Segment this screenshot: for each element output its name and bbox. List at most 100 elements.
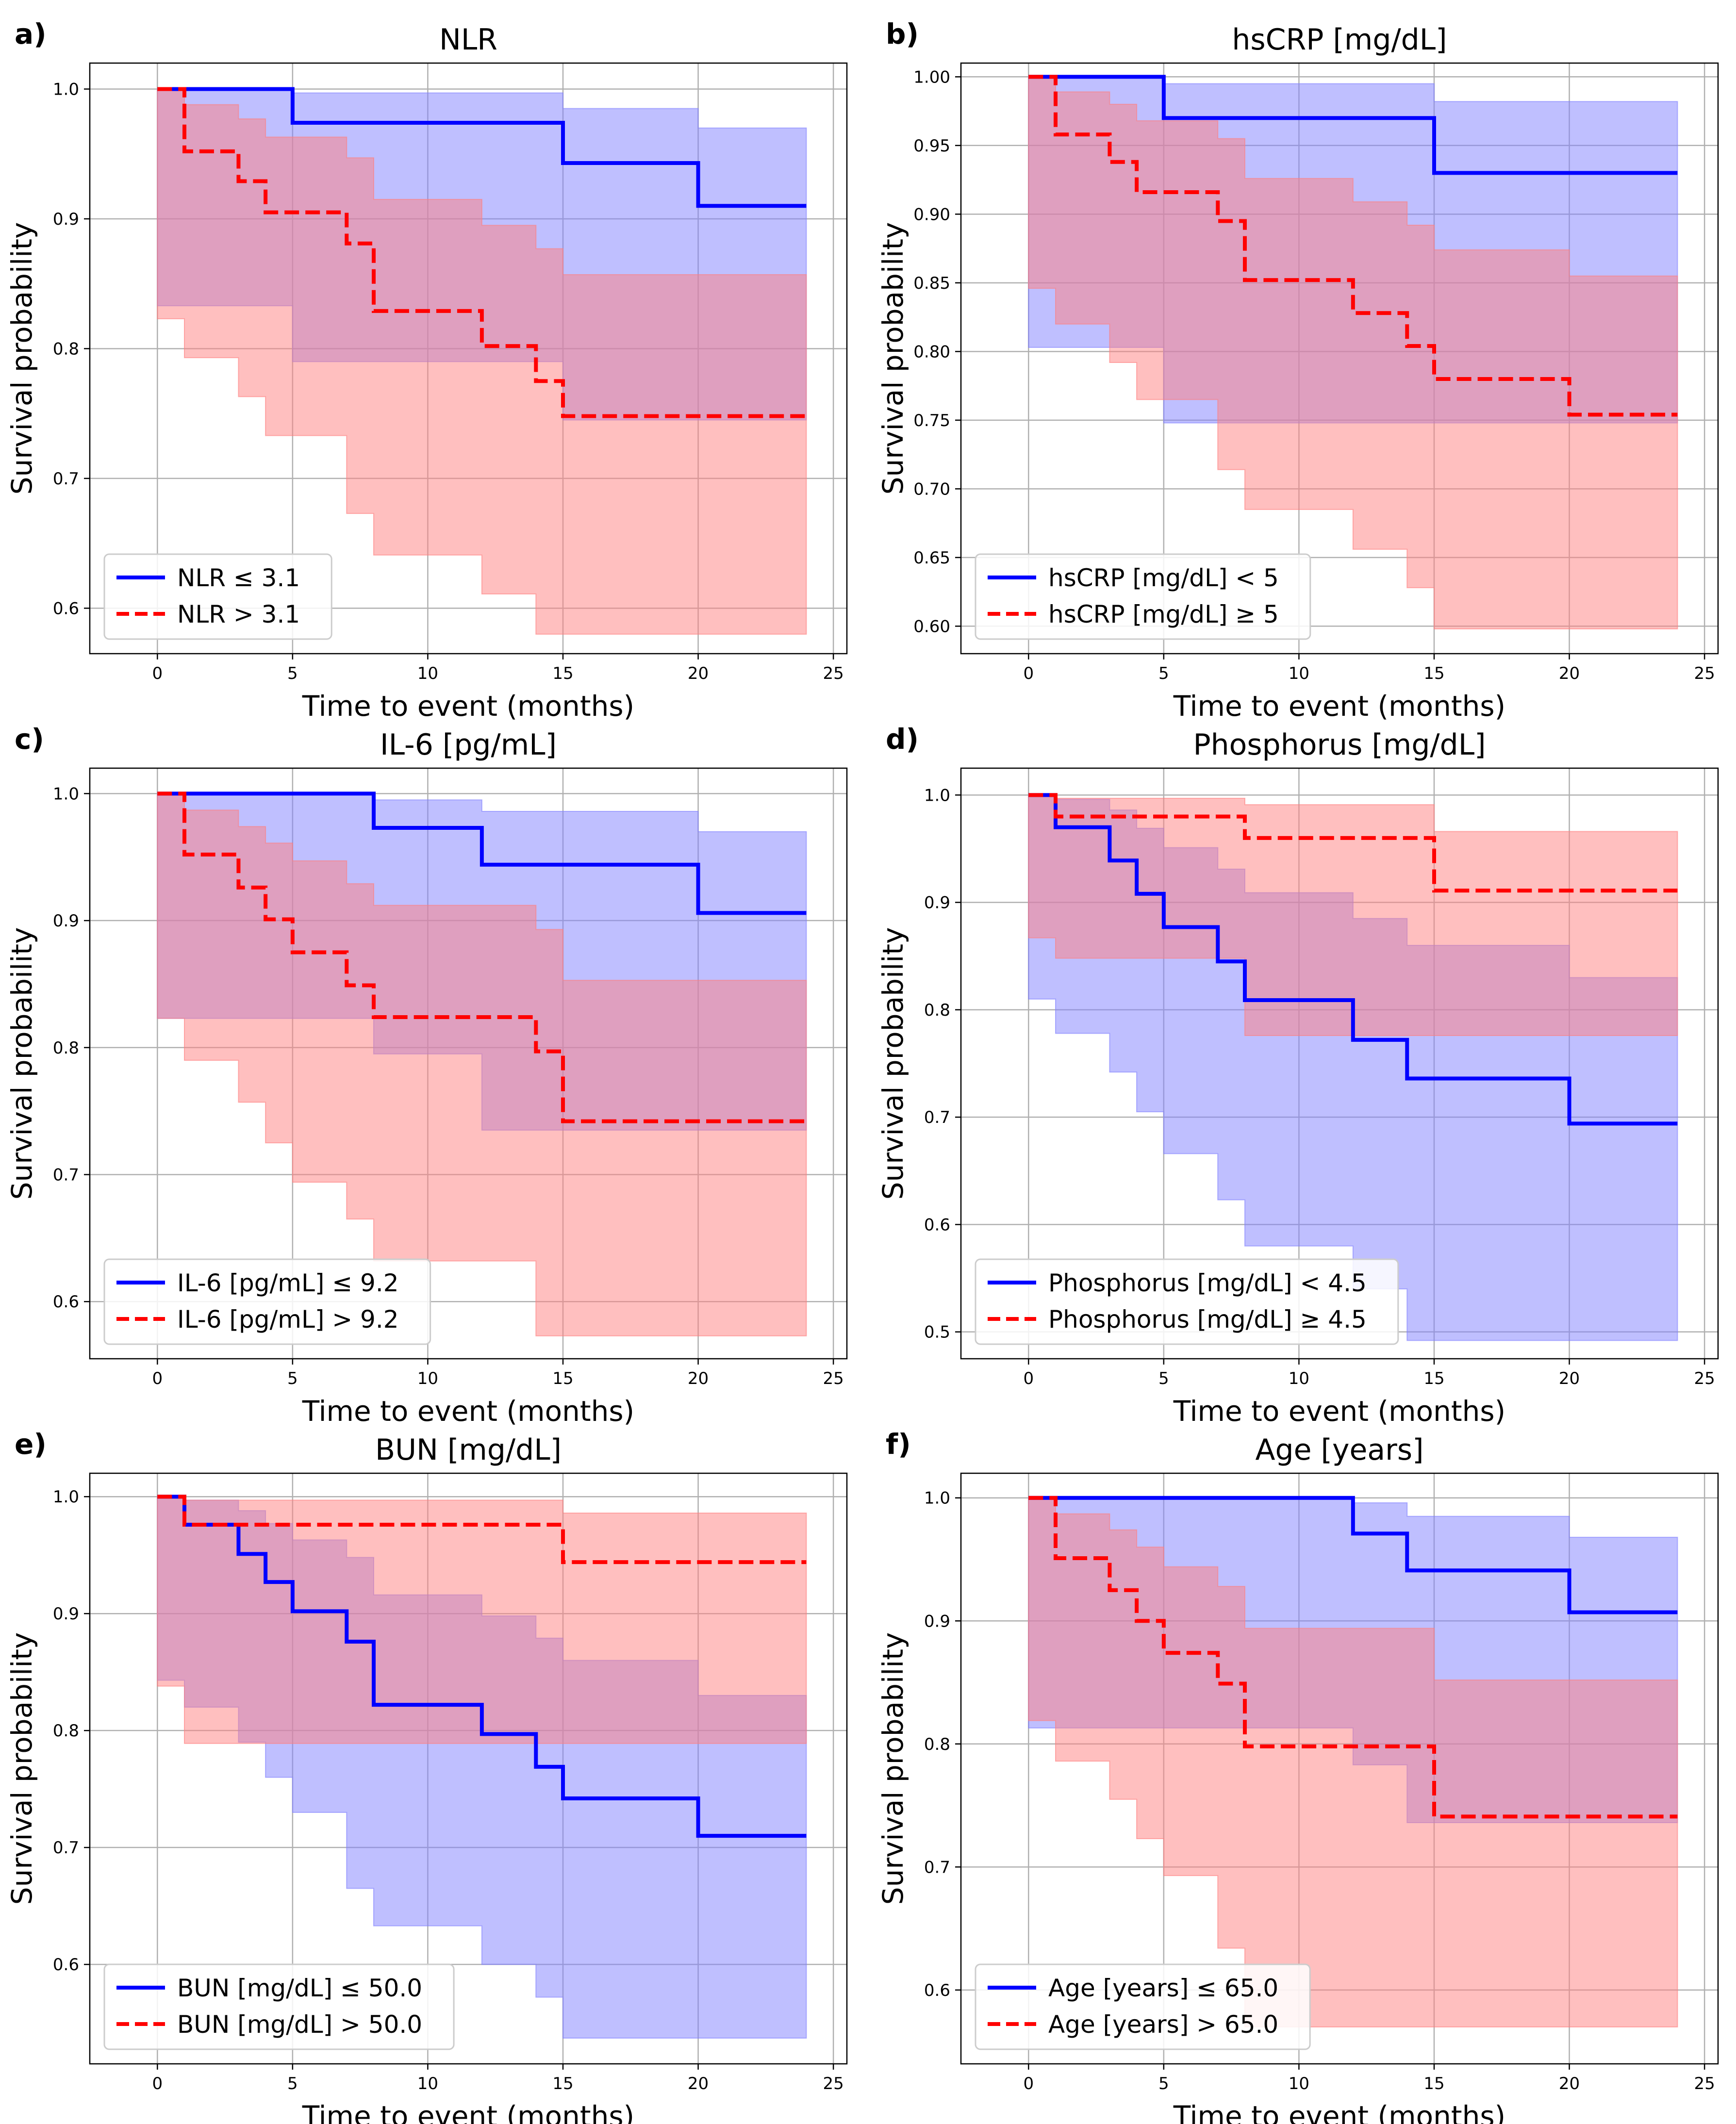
legend-label-group-high: hsCRP [mg/dL] ≥ 5 [1048, 600, 1279, 628]
y-tick-label: 0.7 [53, 1166, 79, 1185]
x-tick-label: 25 [823, 2074, 844, 2093]
confidence-band-group-high [1028, 76, 1678, 630]
x-tick-label: 15 [552, 2074, 573, 2093]
panel-c: 0 5 10 15 20 25 0.6 0.7 0.8 0.9 1.0 IL-6 [pg/mL] c) T… [5, 723, 848, 1428]
x-tick-label: 10 [1289, 1369, 1309, 1388]
x-tick-label: 20 [1559, 2074, 1580, 2093]
y-tick-label: 0.80 [913, 342, 950, 362]
y-tick-label: 0.6 [53, 1292, 79, 1312]
x-tick-label: 5 [287, 664, 298, 683]
y-axis-label: Survival probability [876, 1632, 909, 1905]
survival-curve-group-low [157, 791, 807, 915]
confidence-band-group-high [157, 88, 807, 635]
survival-curve-group-low [1028, 1496, 1678, 1614]
y-tick-label: 0.7 [53, 469, 79, 489]
x-tick-label: 20 [1559, 1369, 1580, 1388]
legend: NLR ≤ 3.1 NLR > 3.1 [103, 553, 332, 640]
x-tick-label: 25 [823, 664, 844, 683]
x-axis-label: Time to event (months) [302, 1395, 634, 1428]
y-axis-label: Survival probability [876, 222, 909, 495]
y-tick-label: 0.6 [924, 1215, 950, 1235]
panel-a: 0 5 10 15 20 25 0.6 0.7 0.8 0.9 1.0 NLR a) Time to ev… [5, 17, 848, 723]
y-tick-label: 0.95 [913, 136, 950, 156]
survival-curve-group-low [157, 1495, 807, 1838]
y-axis-label: Survival probability [5, 222, 38, 495]
legend-box [975, 1963, 1311, 2050]
panel-b: 0 5 10 15 20 25 0.60 0.65 0.70 0.75 0.80 0.85 0.90 0.… [876, 17, 1719, 723]
legend-label-group-high: BUN [mg/dL] > 50.0 [177, 2010, 422, 2039]
legend-box [975, 1258, 1399, 1345]
y-tick-label: 0.9 [53, 210, 79, 229]
legend-label-group-low: BUN [mg/dL] ≤ 50.0 [177, 1974, 422, 2002]
survival-curve-group-low [1028, 793, 1678, 1126]
x-tick-label: 20 [688, 2074, 709, 2093]
legend: hsCRP [mg/dL] < 5 hsCRP [mg/dL] ≥ 5 [975, 553, 1311, 640]
y-tick-label: 0.8 [53, 339, 79, 359]
legend-box [103, 1258, 431, 1345]
x-tick-label: 0 [1023, 1369, 1034, 1388]
ticks [955, 1497, 1705, 2070]
plot-frame [960, 1472, 1719, 2065]
y-tick-label: 0.9 [53, 911, 79, 931]
y-tick-label: 0.6 [924, 1981, 950, 2000]
ticks [955, 76, 1705, 659]
y-tick-label: 0.9 [53, 1604, 79, 1624]
legend-label-group-low: NLR ≤ 3.1 [177, 564, 300, 592]
survival-curve-group-high [1028, 793, 1678, 893]
panel-d: 0 5 10 15 20 25 0.5 0.6 0.7 0.8 0.9 1.0 Phosphorus [… [876, 723, 1719, 1428]
x-axis-label: Time to event (months) [1173, 2100, 1505, 2124]
ticks [84, 1496, 834, 2070]
legend-label-group-low: Phosphorus [mg/dL] < 4.5 [1048, 1269, 1367, 1297]
y-tick-label: 0.7 [924, 1108, 950, 1127]
y-axis-label: Survival probability [876, 927, 909, 1200]
survival-curve-group-high [1028, 1496, 1678, 1819]
plot-frame [960, 767, 1719, 1360]
legend-box [103, 553, 332, 640]
chart-title: NLR [439, 23, 497, 57]
y-tick-label: 0.9 [924, 893, 950, 913]
y-tick-label: 0.8 [53, 1038, 79, 1058]
x-tick-label: 10 [1289, 2074, 1309, 2093]
y-tick-label: 0.7 [924, 1858, 950, 1877]
survival-curve-group-low [1028, 75, 1678, 175]
y-tick-label: 1.0 [53, 80, 79, 99]
survival-curve-group-high [157, 791, 807, 1123]
x-axis-label: Time to event (months) [1173, 690, 1505, 723]
y-axis-label: Survival probability [5, 1632, 38, 1905]
x-tick-label: 0 [152, 2074, 163, 2093]
survival-curve-group-low [157, 87, 807, 208]
panel-f: 0 5 10 15 20 25 0.6 0.7 0.8 0.9 1.0 Age [years] f) Ti… [876, 1428, 1719, 2124]
x-tick-label: 20 [688, 664, 709, 683]
y-tick-label: 1.0 [53, 784, 79, 804]
panel-letter: c) [15, 723, 44, 756]
plot-frame [89, 1472, 848, 2065]
panel-letter: d) [886, 723, 919, 756]
legend: Age [years] ≤ 65.0 Age [years] > 65.0 [975, 1963, 1311, 2050]
x-tick-label: 15 [552, 664, 573, 683]
panel-letter: e) [15, 1428, 47, 1461]
y-tick-label: 0.7 [53, 1838, 79, 1858]
x-tick-label: 10 [417, 664, 438, 683]
x-tick-label: 5 [1158, 664, 1169, 683]
y-tick-label: 0.85 [913, 274, 950, 293]
y-tick-label: 0.6 [53, 1955, 79, 1975]
panel-e: 0 5 10 15 20 25 0.6 0.7 0.8 0.9 1.0 BUN [mg/dL] e) Ti… [5, 1428, 848, 2124]
x-tick-label: 10 [417, 2074, 438, 2093]
x-axis-label: Time to event (months) [302, 690, 634, 723]
x-tick-label: 5 [287, 2074, 298, 2093]
legend: IL-6 [pg/mL] ≤ 9.2 IL-6 [pg/mL] > 9.2 [103, 1258, 431, 1345]
legend-label-group-high: IL-6 [pg/mL] > 9.2 [177, 1305, 399, 1334]
x-tick-label: 0 [1023, 664, 1034, 683]
survival-curve-group-high [157, 1495, 807, 1564]
x-tick-label: 5 [1158, 2074, 1169, 2093]
y-tick-label: 0.60 [913, 617, 950, 636]
x-tick-label: 15 [552, 1369, 573, 1388]
legend-box [103, 1963, 455, 2050]
survival-curve-group-high [1028, 75, 1678, 417]
y-tick-label: 0.6 [53, 599, 79, 618]
x-tick-label: 15 [1423, 2074, 1444, 2093]
legend-label-group-high: NLR > 3.1 [177, 600, 300, 628]
chart-title: hsCRP [mg/dL] [1232, 23, 1447, 57]
x-axis-label: Time to event (months) [302, 2100, 634, 2124]
